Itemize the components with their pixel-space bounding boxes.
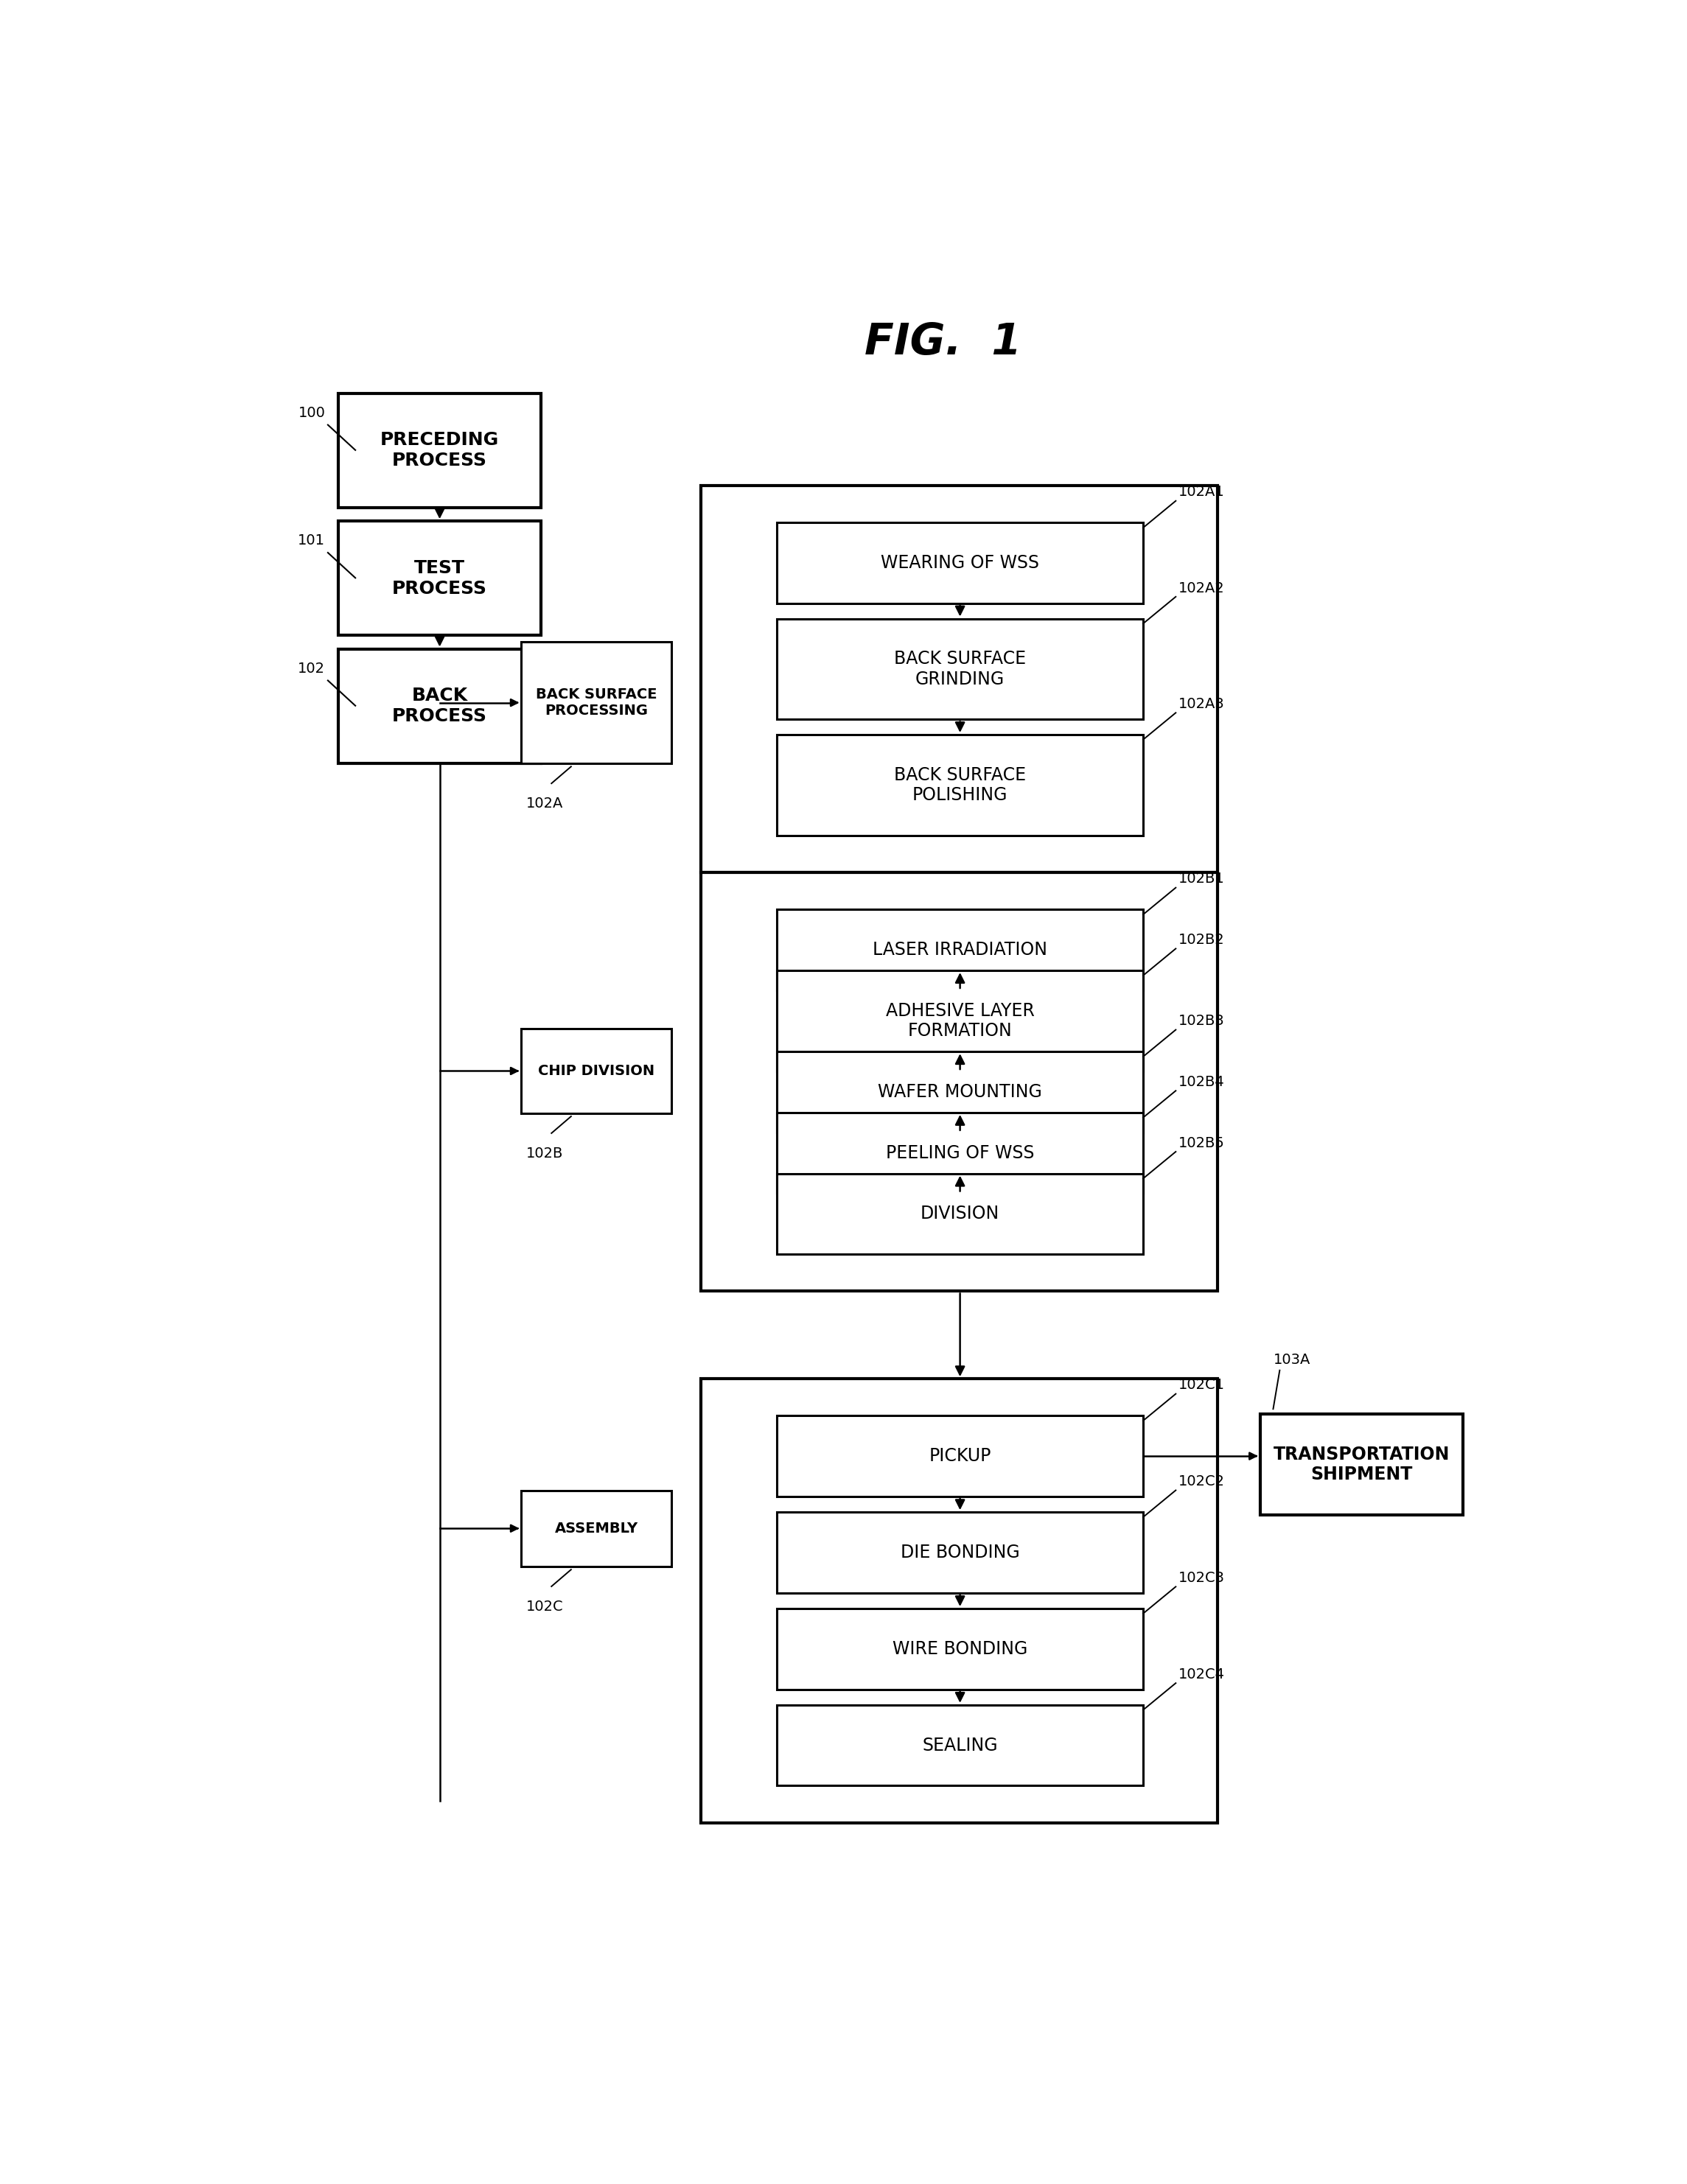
FancyBboxPatch shape [339, 649, 542, 762]
FancyBboxPatch shape [778, 522, 1144, 603]
Text: 102A2: 102A2 [1178, 581, 1225, 594]
FancyBboxPatch shape [778, 1706, 1144, 1787]
FancyBboxPatch shape [1260, 1413, 1463, 1516]
FancyBboxPatch shape [521, 642, 671, 762]
Text: 102C1: 102C1 [1178, 1378, 1225, 1391]
Text: LASER IRRADIATION: LASER IRRADIATION [872, 941, 1048, 959]
Text: WAFER MOUNTING: WAFER MOUNTING [877, 1083, 1043, 1101]
FancyBboxPatch shape [778, 1415, 1144, 1496]
Text: 102C3: 102C3 [1178, 1570, 1225, 1586]
Text: 102B2: 102B2 [1178, 933, 1225, 948]
Text: 102B: 102B [526, 1147, 563, 1160]
Text: 102C2: 102C2 [1178, 1474, 1225, 1489]
Text: BACK
PROCESS: BACK PROCESS [391, 688, 488, 725]
Text: 100: 100 [299, 406, 326, 419]
Text: 102B3: 102B3 [1178, 1013, 1225, 1029]
Text: 102A3: 102A3 [1178, 697, 1225, 712]
Text: ADHESIVE LAYER
FORMATION: ADHESIVE LAYER FORMATION [886, 1002, 1034, 1040]
FancyBboxPatch shape [702, 485, 1218, 874]
Text: 102C4: 102C4 [1178, 1666, 1225, 1682]
Text: WIRE BONDING: WIRE BONDING [892, 1640, 1027, 1658]
FancyBboxPatch shape [521, 1029, 671, 1114]
Text: BACK SURFACE
GRINDING: BACK SURFACE GRINDING [894, 651, 1026, 688]
FancyBboxPatch shape [778, 970, 1144, 1072]
Text: 102C: 102C [526, 1601, 563, 1614]
Text: CHIP DIVISION: CHIP DIVISION [538, 1064, 655, 1079]
Text: BACK SURFACE
PROCESSING: BACK SURFACE PROCESSING [536, 688, 658, 719]
FancyBboxPatch shape [778, 909, 1144, 989]
Text: FIG.  1: FIG. 1 [864, 321, 1022, 363]
Text: TEST
PROCESS: TEST PROCESS [391, 559, 488, 596]
Text: DIE BONDING: DIE BONDING [901, 1544, 1019, 1562]
Text: 102A: 102A [526, 797, 563, 810]
Text: 102B1: 102B1 [1178, 871, 1225, 887]
Text: WEARING OF WSS: WEARING OF WSS [881, 555, 1039, 572]
Text: BACK SURFACE
POLISHING: BACK SURFACE POLISHING [894, 767, 1026, 804]
Text: SEALING: SEALING [923, 1736, 997, 1754]
Text: 102B4: 102B4 [1178, 1075, 1225, 1090]
FancyBboxPatch shape [521, 1489, 671, 1566]
Text: 101: 101 [299, 533, 326, 548]
FancyBboxPatch shape [339, 522, 542, 636]
FancyBboxPatch shape [778, 734, 1144, 836]
FancyBboxPatch shape [339, 393, 542, 507]
Text: PEELING OF WSS: PEELING OF WSS [886, 1144, 1034, 1162]
Text: PICKUP: PICKUP [930, 1448, 992, 1465]
Text: DIVISION: DIVISION [921, 1206, 1000, 1223]
FancyBboxPatch shape [778, 1511, 1144, 1592]
Text: 102B5: 102B5 [1178, 1136, 1225, 1151]
FancyBboxPatch shape [702, 1378, 1218, 1824]
Text: PRECEDING
PROCESS: PRECEDING PROCESS [380, 432, 499, 470]
FancyBboxPatch shape [778, 1173, 1144, 1254]
Text: 102: 102 [299, 662, 326, 675]
FancyBboxPatch shape [778, 618, 1144, 719]
Text: ASSEMBLY: ASSEMBLY [555, 1522, 638, 1535]
FancyBboxPatch shape [702, 874, 1218, 1291]
Text: 103A: 103A [1274, 1352, 1311, 1367]
FancyBboxPatch shape [778, 1112, 1144, 1192]
Text: 102A1: 102A1 [1178, 485, 1225, 500]
FancyBboxPatch shape [778, 1610, 1144, 1688]
FancyBboxPatch shape [778, 1053, 1144, 1131]
Text: TRANSPORTATION
SHIPMENT: TRANSPORTATION SHIPMENT [1274, 1446, 1449, 1483]
